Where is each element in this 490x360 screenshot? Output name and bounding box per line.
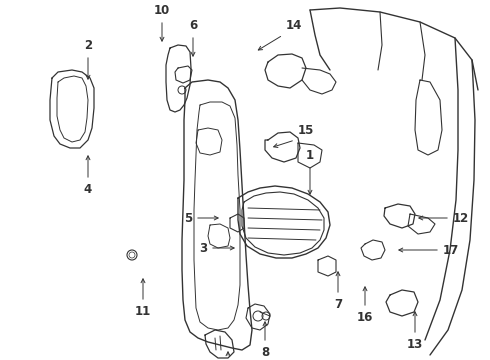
Text: 5: 5 <box>184 211 192 225</box>
Text: 3: 3 <box>199 242 207 255</box>
Text: 10: 10 <box>154 4 170 17</box>
Text: 8: 8 <box>261 346 269 359</box>
Text: 1: 1 <box>306 149 314 162</box>
Text: 17: 17 <box>443 243 459 256</box>
Text: 15: 15 <box>298 124 315 137</box>
Text: 12: 12 <box>453 211 469 225</box>
Text: 14: 14 <box>286 19 302 32</box>
Text: 13: 13 <box>407 338 423 351</box>
Text: 16: 16 <box>357 311 373 324</box>
Text: 11: 11 <box>135 305 151 318</box>
Text: 7: 7 <box>334 298 342 311</box>
Text: 4: 4 <box>84 183 92 196</box>
Text: 6: 6 <box>189 19 197 32</box>
Text: 2: 2 <box>84 39 92 52</box>
